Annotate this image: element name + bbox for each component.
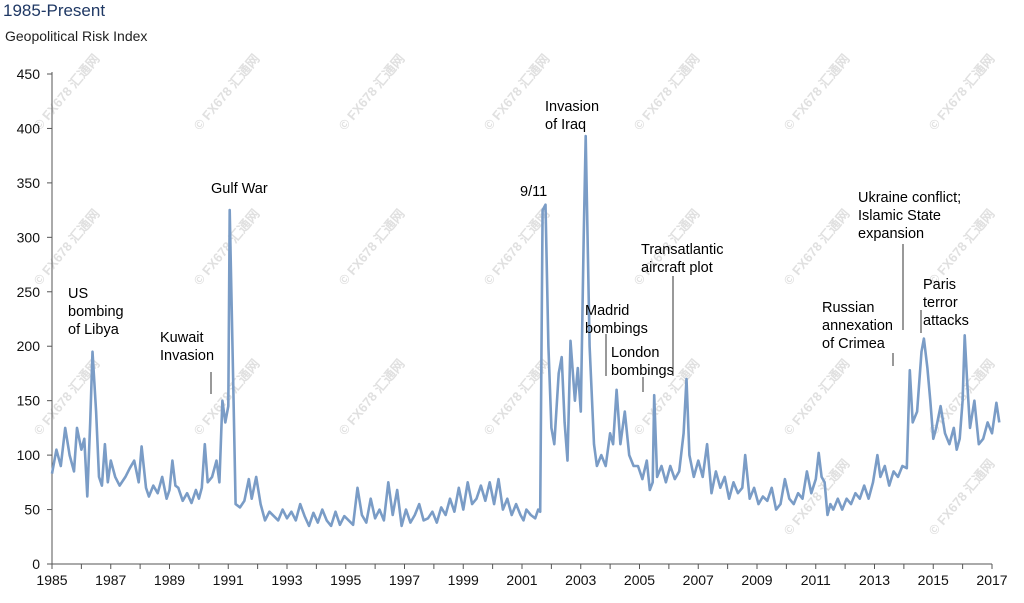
watermark-text: © FX678 汇通网 [191,206,263,288]
annotation-label: Ukraine conflict; Islamic State expansion [858,190,961,242]
x-tick-label: 2013 [859,572,890,588]
x-tick-label: 2011 [801,572,831,588]
y-tick-label: 400 [17,120,41,136]
y-tick-label: 450 [17,66,41,82]
watermark-text: © FX678 汇通网 [926,456,998,538]
y-tick-label: 0 [32,556,40,572]
watermark-text: © FX678 汇通网 [336,206,408,288]
y-tick-label: 250 [17,284,41,300]
annotation-label: Invasion of Iraq [545,99,599,133]
x-tick-label: 2005 [624,572,655,588]
y-tick-label: 150 [17,393,41,409]
y-tick-label: 350 [17,175,41,191]
x-tick-label: 2003 [565,572,596,588]
x-tick-label: 1989 [154,572,185,588]
watermark-text: © FX678 汇通网 [336,51,408,133]
watermark-text: © FX678 汇通网 [631,51,703,133]
watermark-text: © FX678 汇通网 [191,356,263,438]
watermark-text: © FX678 汇通网 [31,51,103,133]
annotation-label: London bombings [611,345,674,379]
annotation-label: Paris terror attacks [923,277,969,329]
chart-title: 1985-Present [3,1,106,20]
annotation-label: Kuwait Invasion [160,330,214,364]
watermark-text: © FX678 汇通网 [781,51,853,133]
watermark-text: © FX678 汇通网 [926,51,998,133]
y-tick-label: 100 [17,447,41,463]
annotation-label: 9/11 [520,184,547,200]
x-tick-label: 2001 [506,572,537,588]
annotation-label: US bombing of Libya [68,286,124,338]
x-tick-label: 1987 [95,572,126,588]
watermark-text: © FX678 汇通网 [31,206,103,288]
x-tick-label: 2007 [683,572,714,588]
x-tick-label: 1985 [36,572,67,588]
annotation-label: Gulf War [211,181,268,197]
watermark-text: © FX678 汇通网 [781,356,853,438]
y-tick-label: 300 [17,229,41,245]
risk-index-line [50,134,1001,528]
annotation-label: Russian annexation of Crimea [822,300,893,352]
chart-subtitle: Geopolitical Risk Index [5,28,148,44]
watermark-text: © FX678 汇通网 [191,51,263,133]
x-tick-label: 2017 [976,572,1007,588]
x-tick-label: 1993 [271,572,302,588]
watermark-text: © FX678 汇通网 [336,356,408,438]
annotation-label: Transatlantic aircraft plot [641,242,723,276]
x-tick-label: 1999 [448,572,479,588]
x-tick-label: 1995 [330,572,361,588]
watermark-text: © FX678 汇通网 [481,51,553,133]
y-tick-label: 50 [24,502,40,518]
annotation-label: Madrid bombings [585,303,648,337]
y-tick-label: 200 [17,338,41,354]
watermark-text: © FX678 汇通网 [781,206,853,288]
x-tick-label: 1997 [389,572,420,588]
x-tick-label: 1991 [213,572,244,588]
x-tick-label: 2009 [741,572,772,588]
x-tick-label: 2015 [918,572,949,588]
